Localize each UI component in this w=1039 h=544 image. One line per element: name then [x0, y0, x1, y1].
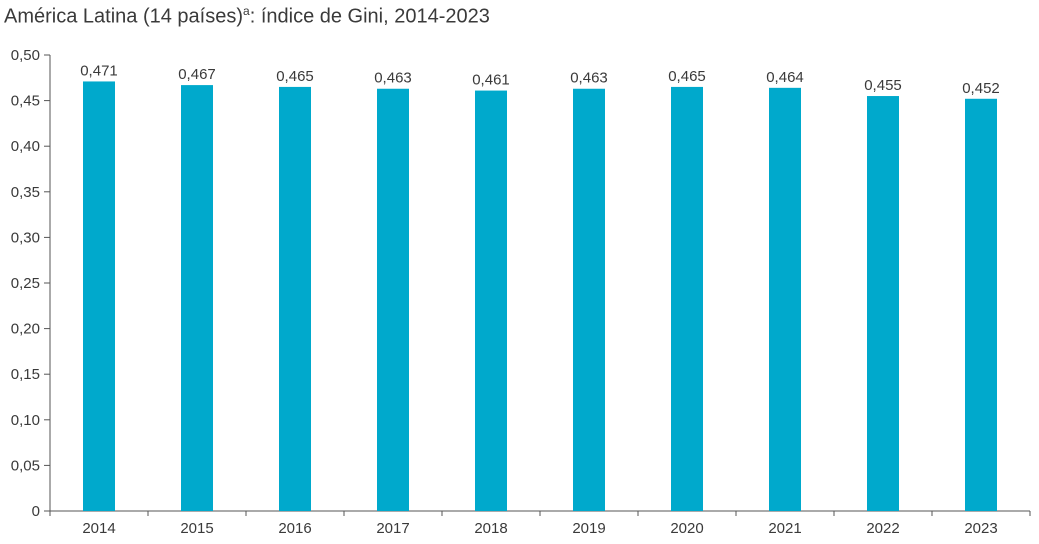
chart-title-superscript: a [243, 4, 250, 18]
bar-2020 [671, 86, 703, 512]
y-tick-label: 0,45 [11, 93, 40, 110]
chart-title-main: América Latina (14 países) [4, 5, 244, 28]
bar-2017 [377, 88, 409, 511]
y-tick-label: 0,20 [11, 321, 40, 338]
x-tick-label: 2022 [866, 520, 899, 537]
y-tick-label: 0,50 [11, 47, 40, 64]
data-label-2020: 0,465 [668, 68, 706, 85]
chart-title-rest: : índice de Gini, 2014-2023 [249, 5, 490, 28]
bar-2021 [769, 87, 801, 511]
y-tick-label: 0,30 [11, 229, 40, 246]
x-tick-label: 2021 [768, 520, 801, 537]
x-axis: 2014 2015 2016 2017 2018 2019 2020 2021 2022 2023 [49, 510, 1031, 537]
bar-2019 [573, 88, 605, 511]
data-label-2018: 0,461 [472, 72, 510, 89]
chart-title: América Latina (14 países)a: índice de G… [4, 4, 490, 29]
data-label-2017: 0,463 [374, 70, 412, 87]
x-tick-label: 2017 [376, 520, 409, 537]
y-axis: 0 0,05 0,10 0,15 0,20 0,25 0,30 0,35 0,40 0,45 0,5… [11, 47, 51, 520]
data-label-2014: 0,471 [80, 62, 118, 79]
data-labels: 0,471 0,467 0,465 0,463 0,461 0,463 0,465 0,464… [80, 62, 1000, 96]
x-tick-label: 2015 [180, 520, 213, 537]
x-tick-label: 2019 [572, 520, 605, 537]
bars [83, 81, 997, 512]
bar-2023 [965, 98, 997, 511]
data-label-2021: 0,464 [766, 69, 804, 86]
data-label-2022: 0,455 [864, 77, 902, 94]
x-tick-label: 2016 [278, 520, 311, 537]
data-label-2016: 0,465 [276, 68, 314, 85]
y-tick-label: 0 [32, 503, 40, 520]
bar-2018 [475, 90, 507, 512]
y-tick-label: 0,40 [11, 138, 40, 155]
y-tick-label: 0,10 [11, 412, 40, 429]
x-tick-label: 2018 [474, 520, 507, 537]
y-tick-label: 0,25 [11, 275, 40, 292]
x-tick-label: 2023 [964, 520, 997, 537]
x-tick-label: 2014 [82, 520, 115, 537]
y-tick-label: 0,35 [11, 184, 40, 201]
data-label-2023: 0,452 [962, 80, 1000, 97]
data-label-2015: 0,467 [178, 66, 216, 83]
x-tick-label: 2020 [670, 520, 703, 537]
bar-2022 [867, 96, 899, 511]
y-tick-label: 0,05 [11, 457, 40, 474]
bar-2016 [279, 86, 311, 512]
data-label-2019: 0,463 [570, 70, 608, 87]
y-tick-label: 0,15 [11, 366, 40, 383]
bar-2015 [181, 85, 213, 511]
bar-2014 [83, 81, 115, 511]
